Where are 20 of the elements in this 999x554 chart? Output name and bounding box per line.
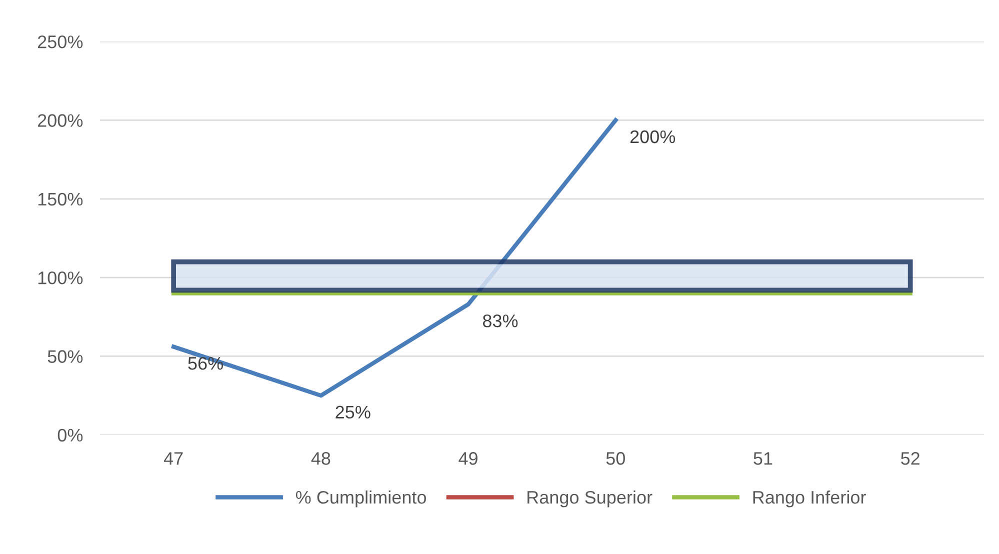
data-label: 56% [188,356,223,370]
x-tick-label: 47 [164,452,183,465]
legend-label: Rango Inferior [753,490,866,508]
legend-label: % Cumplimiento [296,490,426,508]
x-tick-label: 48 [311,452,330,465]
legend-label: Rango Superior [528,490,652,508]
data-label: 83% [482,314,518,328]
x-tick-label: 52 [901,452,920,465]
y-tick-label: 50% [48,350,83,363]
y-tick-label: 150% [38,192,83,206]
x-tick-label: 51 [754,452,772,465]
y-tick-label: 250% [38,35,83,48]
data-label: 200% [630,130,676,144]
y-tick-label: 200% [38,114,83,127]
data-label: 25% [336,406,370,419]
y-tick-label: 0% [58,428,83,442]
x-tick-label: 49 [458,452,478,465]
y-tick-label: 100% [38,271,83,284]
x-tick-label: 50 [606,452,625,465]
line-series [171,118,618,398]
